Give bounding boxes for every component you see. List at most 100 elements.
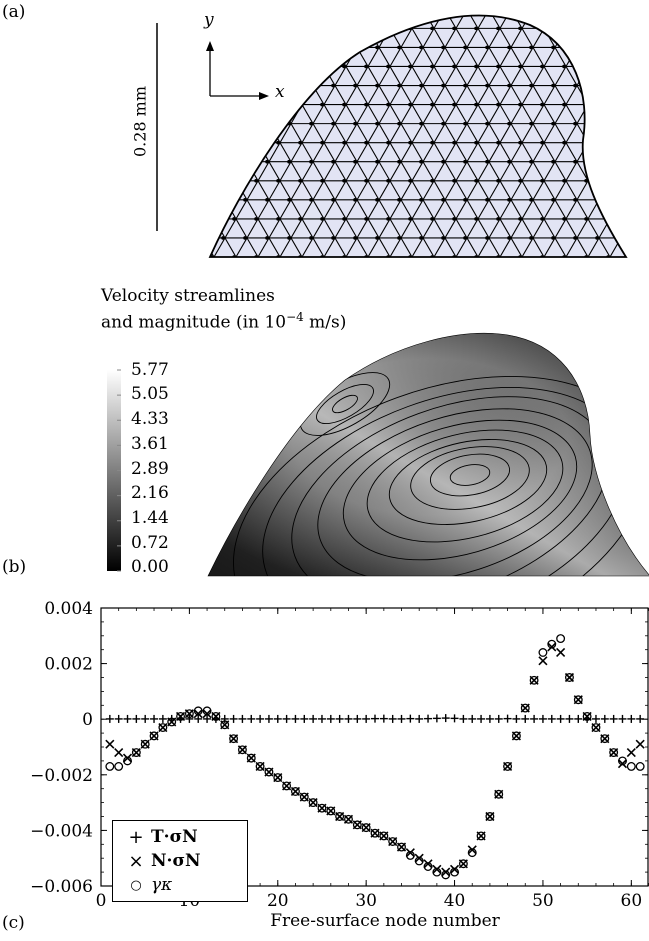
data-point-cross xyxy=(467,845,477,855)
colorbar-tick-label: 3.61 xyxy=(131,434,169,454)
data-point-circle xyxy=(123,756,132,766)
data-point-circle xyxy=(414,856,424,866)
panel-label-c: (c) xyxy=(2,913,25,933)
data-point-plus xyxy=(326,714,335,723)
data-point-cross xyxy=(441,867,451,877)
data-point-plus xyxy=(379,714,388,723)
data-point-plus xyxy=(150,714,159,723)
y-tick-label: 0 xyxy=(82,710,93,730)
data-point-plus xyxy=(335,714,344,723)
scale-bar-label: 0.28 mm xyxy=(130,85,150,158)
data-point-plus xyxy=(158,714,167,723)
data-point-cross xyxy=(547,642,557,652)
data-point-plus xyxy=(574,714,583,723)
data-point-circle xyxy=(405,850,415,860)
x-axis-label: Free-surface node number xyxy=(270,911,500,931)
data-point-cross xyxy=(193,709,203,719)
data-point-circle xyxy=(441,870,451,880)
x-tick-label: 20 xyxy=(267,891,289,911)
data-point-circle xyxy=(591,723,601,732)
panel-b-title-line2: and magnitude (in 10−4 m/s) xyxy=(101,310,346,333)
data-point-circle xyxy=(565,673,574,682)
y-tick-label: −0.006 xyxy=(30,877,93,897)
data-point-plus xyxy=(494,714,503,723)
data-point-circle xyxy=(264,767,274,777)
data-point-circle xyxy=(432,867,442,877)
data-point-circle xyxy=(317,803,327,813)
data-point-circle xyxy=(618,756,627,766)
data-point-plus xyxy=(309,714,318,723)
data-point-plus xyxy=(441,714,450,723)
data-point-cross xyxy=(423,859,433,869)
data-point-plus xyxy=(636,714,645,723)
data-point-circle xyxy=(237,745,247,755)
data-point-circle xyxy=(105,762,115,771)
data-point-circle xyxy=(246,753,256,763)
data-point-cross xyxy=(122,753,133,763)
data-point-plus xyxy=(521,714,530,723)
data-point-plus xyxy=(406,714,415,723)
data-point-circle xyxy=(626,762,636,771)
data-point-plus xyxy=(132,714,141,723)
data-point-plus xyxy=(530,714,539,723)
axes-indicator xyxy=(206,41,269,100)
data-point-circle xyxy=(326,806,336,816)
data-point-plus xyxy=(264,714,273,723)
data-point-circle xyxy=(476,831,486,841)
panel-label-b: (b) xyxy=(2,557,27,577)
data-point-plus xyxy=(300,714,309,723)
data-point-plus xyxy=(353,714,362,723)
data-point-plus xyxy=(468,714,477,723)
data-point-cross xyxy=(202,709,212,719)
data-point-cross xyxy=(449,864,460,874)
y-tick-label: 0.004 xyxy=(44,599,93,619)
data-point-plus xyxy=(203,714,212,723)
data-point-circle xyxy=(520,703,530,713)
legend-entry-curvature: ○ γκ xyxy=(121,873,239,897)
data-point-cross xyxy=(556,647,566,658)
data-point-plus xyxy=(362,714,371,723)
colorbar-tick-label: 0.72 xyxy=(131,533,169,553)
data-point-plus xyxy=(627,714,636,723)
colorbar-tick-label: 2.89 xyxy=(131,459,169,479)
data-point-circle xyxy=(308,798,318,808)
data-point-circle xyxy=(467,848,477,858)
data-point-plus xyxy=(503,714,512,723)
data-point-cross xyxy=(414,853,424,863)
data-point-plus xyxy=(609,714,618,723)
data-point-circle xyxy=(131,748,141,758)
data-point-plus xyxy=(485,714,494,723)
data-point-circle xyxy=(485,812,495,821)
data-point-plus xyxy=(105,714,114,723)
data-point-circle xyxy=(149,731,159,741)
axis-y-label: y xyxy=(204,10,214,30)
data-point-circle xyxy=(547,639,557,649)
data-point-circle xyxy=(167,717,177,727)
data-point-circle xyxy=(397,842,406,852)
data-point-circle xyxy=(255,762,265,771)
data-point-circle xyxy=(370,828,380,838)
data-point-plus xyxy=(238,714,247,723)
data-point-circle xyxy=(140,739,150,749)
data-point-circle xyxy=(229,734,239,744)
data-point-circle xyxy=(458,859,468,869)
data-point-plus xyxy=(194,714,203,723)
panel-b-title-line1: Velocity streamlines xyxy=(101,286,275,306)
data-point-plus xyxy=(556,714,565,723)
cross-marker-icon: × xyxy=(128,850,144,872)
x-tick-label: 0 xyxy=(96,891,107,911)
x-tick-label: 30 xyxy=(355,891,377,911)
data-point-circle xyxy=(352,820,362,830)
data-point-plus xyxy=(600,714,609,723)
colorbar-ticks xyxy=(117,369,121,572)
data-point-plus xyxy=(538,714,547,723)
data-point-plus xyxy=(512,714,521,723)
data-point-circle xyxy=(423,862,433,871)
data-point-circle xyxy=(361,823,371,833)
data-point-plus xyxy=(371,714,379,723)
data-point-circle xyxy=(176,711,185,721)
data-point-plus xyxy=(317,714,326,723)
data-point-plus xyxy=(229,714,238,723)
panel-b-title-exp: −4 xyxy=(286,310,304,324)
y-tick-label: −0.004 xyxy=(30,821,93,841)
